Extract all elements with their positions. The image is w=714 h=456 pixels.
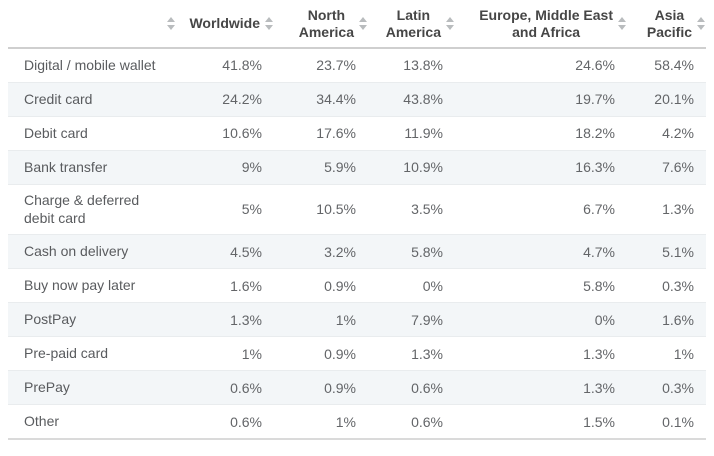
cell-value: 24.6% — [575, 57, 615, 74]
cell-value: 4.2% — [662, 125, 694, 141]
cell-value: 7.6% — [662, 159, 694, 175]
cell-value: 10.5% — [316, 201, 356, 218]
sort-icon[interactable] — [265, 16, 273, 30]
cell-value: 0.9% — [324, 379, 356, 396]
column-header-label: Worldwide — [189, 15, 260, 32]
cell-value: 4.5% — [230, 243, 262, 260]
sort-icon[interactable] — [167, 17, 175, 30]
cell-value: 0.6% — [411, 413, 443, 430]
column-header-label: Europe, Middle East and Africa — [479, 6, 613, 40]
cell-value: 24.2% — [222, 91, 262, 107]
table-row: Cash on delivery 4.5% 3.2% 5.8% 4.7% 5.1… — [8, 234, 706, 269]
table-row: PrePay 0.6% 0.9% 0.6% 1.3% 0.3% — [8, 370, 706, 405]
column-header-label: North America — [298, 6, 354, 40]
cell-value: 10.9% — [403, 159, 443, 175]
table-row: PostPay 1.3% 1% 7.9% 0% 1.6% — [8, 302, 706, 337]
column-header-latin-america[interactable]: Latin America — [368, 0, 455, 48]
cell-value: 11.9% — [404, 125, 443, 141]
payment-methods-table: Worldwide North America Latin America — [8, 0, 706, 440]
cell-value: 19.7% — [575, 91, 615, 107]
row-label: PostPay — [24, 311, 77, 328]
row-label: Other — [24, 413, 60, 430]
cell-value: 1% — [335, 413, 356, 430]
table-row: Credit card 24.2% 34.4% 43.8% 19.7% 20.1… — [8, 82, 706, 116]
row-label: PrePay — [24, 379, 70, 396]
cell-value: 17.6% — [316, 125, 356, 141]
cell-value: 0% — [422, 277, 443, 294]
cell-value: 0.9% — [324, 277, 356, 294]
cell-value: 10.6% — [222, 125, 262, 141]
cell-value: 0.9% — [324, 345, 356, 362]
sort-icon[interactable] — [697, 17, 705, 30]
cell-value: 1.3% — [230, 311, 262, 328]
column-header-label: Latin America — [385, 6, 441, 40]
cell-value: 5.8% — [583, 277, 615, 294]
cell-value: 13.8% — [403, 57, 443, 74]
cell-value: 1% — [241, 345, 262, 362]
header-row: Worldwide North America Latin America — [8, 0, 706, 48]
table-row: Buy now pay later 1.6% 0.9% 0% 5.8% 0.3% — [8, 268, 706, 303]
cell-value: 5.8% — [411, 243, 443, 260]
cell-value: 34.4% — [316, 91, 356, 107]
cell-value: 41.8% — [222, 57, 262, 74]
cell-value: 1.3% — [583, 379, 615, 396]
table-row: Other 0.6% 1% 0.6% 1.5% 0.1% — [8, 404, 706, 439]
column-header-payment-method[interactable] — [8, 0, 176, 48]
row-label: Pre-paid card — [24, 345, 109, 362]
column-header-north-america[interactable]: North America — [274, 0, 368, 48]
row-label: Cash on delivery — [24, 243, 129, 260]
cell-value: 3.5% — [411, 201, 443, 218]
table-row: Digital / mobile wallet 41.8% 23.7% 13.8… — [8, 48, 706, 82]
cell-value: 1% — [673, 345, 694, 362]
cell-value: 0.3% — [662, 379, 694, 396]
sort-icon[interactable] — [446, 17, 454, 30]
cell-value: 16.3% — [575, 159, 615, 175]
table-row: Debit card 10.6% 17.6% 11.9% 18.2% 4.2% — [8, 116, 706, 150]
sort-icon[interactable] — [359, 17, 367, 30]
row-label: Charge & deferred debit card — [24, 191, 140, 227]
cell-value: 9% — [241, 159, 262, 175]
cell-value: 0% — [594, 311, 615, 328]
cell-value: 1.3% — [411, 345, 443, 362]
table-row: Bank transfer 9% 5.9% 10.9% 16.3% 7.6% — [8, 150, 706, 184]
cell-value: 5% — [241, 201, 262, 218]
cell-value: 18.2% — [575, 125, 615, 141]
cell-value: 20.1% — [654, 91, 694, 107]
cell-value: 5.1% — [662, 243, 694, 260]
cell-value: 3.2% — [324, 243, 356, 260]
column-header-europe-middle-east-africa[interactable]: Europe, Middle East and Africa — [455, 0, 627, 48]
row-label: Buy now pay later — [24, 277, 136, 294]
cell-value: 0.3% — [662, 277, 694, 294]
cell-value: 23.7% — [316, 57, 356, 74]
cell-value: 7.9% — [411, 311, 443, 328]
column-header-worldwide[interactable]: Worldwide — [176, 0, 274, 48]
cell-value: 0.6% — [230, 379, 262, 396]
cell-value: 1.6% — [662, 311, 694, 328]
cell-value: 4.7% — [583, 243, 615, 260]
column-header-label: Asia Pacific — [646, 6, 692, 40]
column-header-asia-pacific[interactable]: Asia Pacific — [627, 0, 706, 48]
cell-value: 1% — [335, 311, 356, 328]
cell-value: 43.8% — [403, 91, 443, 107]
sort-icon[interactable] — [618, 17, 626, 30]
row-label: Debit card — [24, 124, 88, 141]
table-row: Charge & deferred debit card 5% 10.5% 3.… — [8, 184, 706, 235]
cell-value: 5.9% — [324, 159, 356, 175]
cell-value: 6.7% — [583, 201, 615, 218]
row-label: Digital / mobile wallet — [24, 56, 156, 73]
cell-value: 58.4% — [654, 57, 694, 74]
cell-value: 0.6% — [411, 379, 443, 396]
table-row: Pre-paid card 1% 0.9% 1.3% 1.3% 1% — [8, 336, 706, 371]
row-label: Credit card — [24, 90, 93, 107]
cell-value: 0.6% — [230, 413, 262, 430]
cell-value: 0.1% — [662, 413, 694, 430]
row-label: Bank transfer — [24, 158, 108, 175]
cell-value: 1.3% — [662, 201, 694, 218]
cell-value: 1.6% — [230, 277, 262, 294]
payment-methods-table-container: Worldwide North America Latin America — [8, 0, 706, 440]
cell-value: 1.5% — [583, 413, 615, 430]
cell-value: 1.3% — [583, 345, 615, 362]
